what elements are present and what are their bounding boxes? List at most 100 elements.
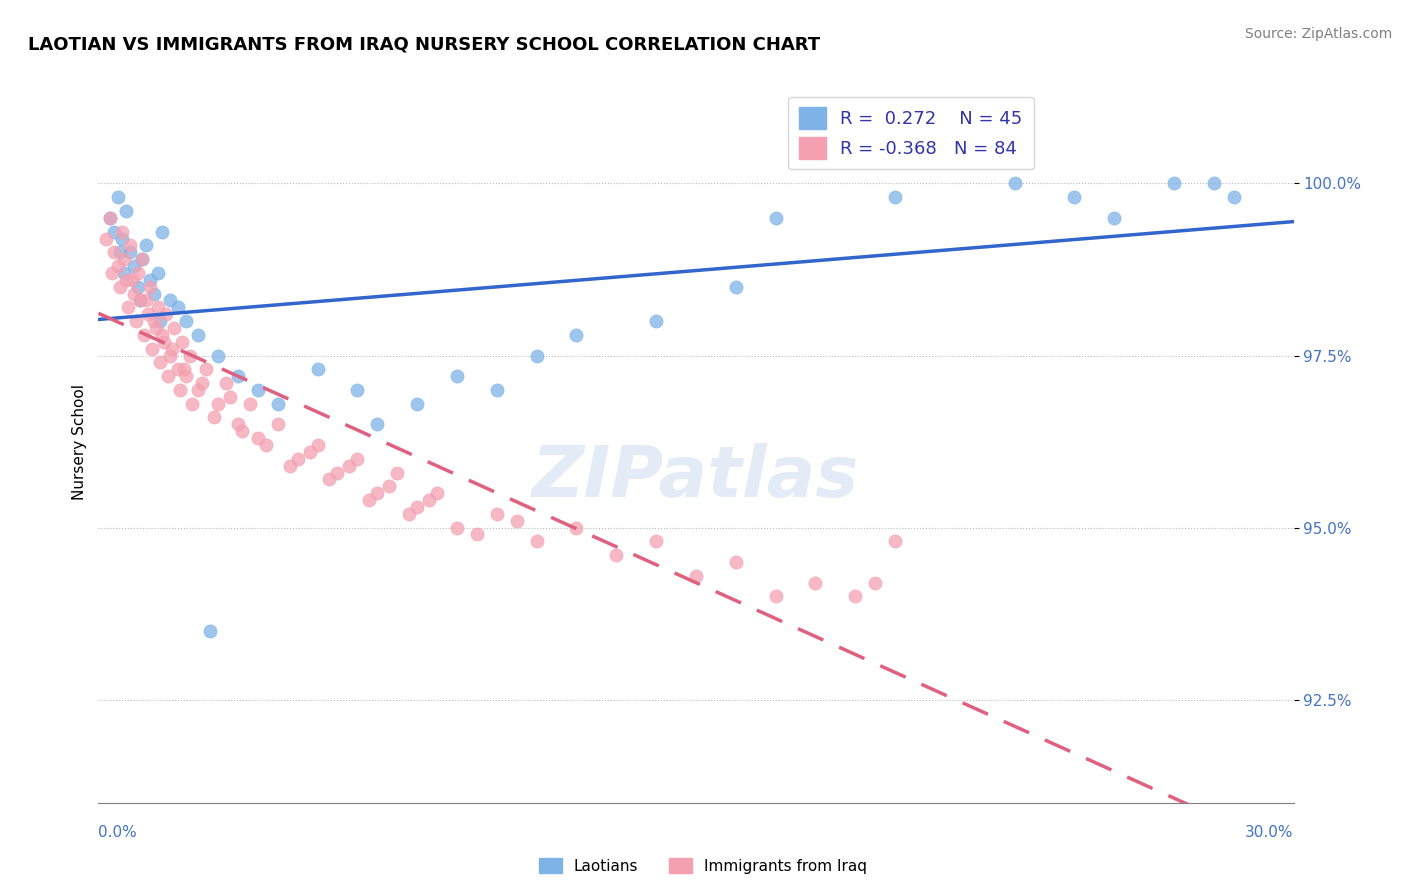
Point (565, 327, 588, 342)
Point (127, 266, 149, 280)
Point (446, 369, 468, 384)
Point (172, 334, 194, 349)
Point (645, 314, 668, 328)
Point (131, 252, 153, 267)
Point (765, 211, 787, 225)
Point (187, 327, 209, 342)
Point (426, 486, 449, 500)
Point (124, 286, 146, 301)
Point (339, 458, 361, 473)
Point (160, 342, 183, 356)
Point (111, 225, 134, 239)
Point (145, 321, 167, 335)
Point (148, 266, 170, 280)
Point (120, 245, 142, 260)
Point (215, 376, 238, 390)
Point (110, 245, 132, 260)
Point (167, 362, 190, 376)
Point (406, 500, 429, 514)
Point (278, 458, 301, 473)
Point (366, 417, 388, 432)
Point (844, 590, 866, 604)
Point (202, 410, 225, 425)
Point (149, 355, 172, 369)
Point (149, 314, 172, 328)
Point (174, 369, 197, 384)
Point (326, 466, 349, 480)
Point (804, 575, 827, 590)
Point (1004, 177, 1026, 191)
Point (169, 383, 191, 397)
Point (346, 451, 368, 466)
Point (129, 293, 152, 308)
Point (101, 266, 124, 280)
Point (181, 397, 204, 411)
Point (207, 397, 229, 411)
Point (159, 349, 181, 363)
Point (318, 472, 340, 486)
Point (112, 266, 135, 280)
Point (136, 307, 159, 321)
Point (366, 486, 388, 500)
Point (121, 273, 143, 287)
Point (167, 301, 190, 315)
Point (155, 307, 177, 321)
Point (526, 534, 548, 549)
Text: 0.0%: 0.0% (98, 825, 138, 840)
Legend: R =  0.272    N = 45, R = -0.368   N = 84: R = 0.272 N = 45, R = -0.368 N = 84 (789, 96, 1033, 169)
Point (246, 383, 269, 397)
Point (765, 590, 787, 604)
Point (103, 245, 125, 260)
Point (135, 238, 157, 252)
Point (219, 390, 242, 404)
Point (465, 527, 488, 541)
Point (359, 493, 381, 508)
Point (346, 383, 368, 397)
Point (115, 204, 138, 219)
Point (231, 424, 253, 438)
Point (884, 534, 907, 549)
Text: 30.0%: 30.0% (1246, 825, 1294, 840)
Point (298, 445, 321, 459)
Point (112, 252, 135, 267)
Text: Source: ZipAtlas.com: Source: ZipAtlas.com (1244, 27, 1392, 41)
Point (526, 349, 548, 363)
Point (724, 279, 747, 293)
Text: ZIPatlas: ZIPatlas (533, 443, 859, 512)
Point (117, 301, 139, 315)
Point (143, 286, 166, 301)
Point (98, 211, 122, 225)
Point (605, 548, 627, 562)
Point (267, 417, 290, 432)
Point (385, 466, 409, 480)
Point (111, 231, 134, 245)
Point (153, 334, 176, 349)
Point (115, 273, 138, 287)
Point (1104, 211, 1126, 225)
Point (565, 520, 588, 534)
Point (398, 507, 420, 521)
Point (150, 327, 173, 342)
Point (173, 362, 195, 376)
Text: LAOTIAN VS IMMIGRANTS FROM IRAQ NURSERY SCHOOL CORRELATION CHART: LAOTIAN VS IMMIGRANTS FROM IRAQ NURSERY … (28, 36, 820, 54)
Point (174, 314, 197, 328)
Point (307, 362, 329, 376)
Point (406, 397, 429, 411)
Point (506, 514, 529, 528)
Point (418, 493, 440, 508)
Point (179, 349, 201, 363)
Point (246, 431, 269, 445)
Point (207, 349, 229, 363)
Point (143, 314, 166, 328)
Point (150, 225, 173, 239)
Point (120, 238, 142, 252)
Point (107, 190, 129, 204)
Point (107, 259, 129, 273)
Point (139, 273, 162, 287)
Point (226, 369, 249, 384)
Point (110, 279, 132, 293)
Point (98, 211, 122, 225)
Legend: Laotians, Immigrants from Iraq: Laotians, Immigrants from Iraq (533, 852, 873, 880)
Point (134, 327, 156, 342)
Point (1202, 177, 1225, 191)
